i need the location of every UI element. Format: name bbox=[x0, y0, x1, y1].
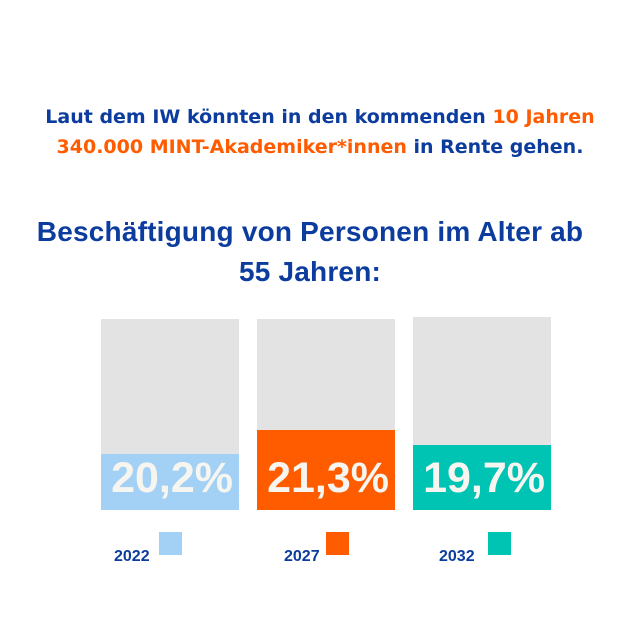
bar-track-2027: 21,3% bbox=[257, 319, 395, 510]
legend-swatch-2032 bbox=[488, 532, 511, 555]
value-label-2027: 21,3% bbox=[267, 454, 389, 502]
bar-track-2022: 20,2% bbox=[101, 319, 239, 510]
legend-label-2032: 2032 bbox=[439, 548, 475, 565]
value-label-2022: 20,2% bbox=[111, 454, 233, 502]
legend-swatch-2027 bbox=[326, 532, 349, 555]
intro-highlight: 10 Jahren 340.000 MINT-Akademiker*innen bbox=[56, 106, 595, 158]
bar-2022: 20,2% bbox=[101, 454, 239, 510]
legend-label-2027: 2027 bbox=[284, 548, 320, 565]
intro-text: Laut dem IW könnten in den kommenden 10 … bbox=[20, 102, 620, 162]
bar-2032: 19,7% bbox=[413, 445, 551, 510]
intro-part-1: Laut dem IW könnten in den kommenden bbox=[45, 106, 493, 128]
chart-title: Beschäftigung von Personen im Alter ab 5… bbox=[36, 216, 584, 287]
bar-2027: 21,3% bbox=[257, 430, 395, 510]
legend-swatch-2022 bbox=[159, 532, 182, 555]
value-label-2032: 19,7% bbox=[423, 454, 545, 502]
intro-part-2: in Rente gehen. bbox=[406, 136, 584, 158]
legend-label-2022: 2022 bbox=[114, 548, 150, 565]
bar-track-2032: 19,7% bbox=[413, 317, 551, 510]
